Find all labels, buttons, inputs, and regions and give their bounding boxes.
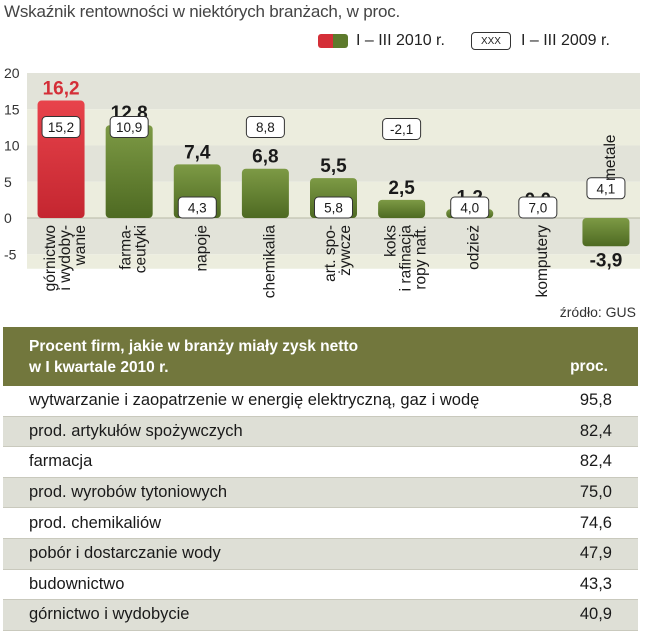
grid-band (27, 254, 640, 269)
value-label-2009: 10,9 (116, 120, 142, 135)
category-label: metale (602, 134, 619, 181)
bar-chart: -5 0 5 10 15 20 16,2 15,2 górnictwoi wydoby-wan… (4, 65, 640, 320)
source-label: źródło: GUS (560, 304, 636, 320)
row-label: budownictwo (29, 574, 125, 593)
row-value: 75,0 (579, 483, 612, 502)
category-label: koksi rafinacjaropy naft. (383, 225, 430, 292)
table-row: prod. chemikaliów 74,6 (3, 508, 638, 539)
svg-text:komputery: komputery (534, 225, 551, 298)
value-label-2009: 4,1 (597, 181, 616, 196)
value-label-2009: 4,0 (460, 201, 479, 216)
category-label: odzież (466, 225, 483, 270)
grid-band (27, 73, 640, 110)
table-row: prod. wyrobów tytoniowych 75,0 (3, 477, 638, 509)
value-label-2009: 4,3 (188, 201, 207, 216)
svg-text:koksi rafinacjaropy naft.: koksi rafinacjaropy naft. (383, 225, 430, 292)
row-value: 74,6 (579, 513, 612, 532)
category-label: farma-ceutyki (118, 225, 150, 273)
svg-text:chemikalia: chemikalia (261, 225, 278, 299)
svg-text:art. spo-żywcze: art. spo-żywcze (322, 225, 354, 282)
value-label-2009: -2,1 (390, 122, 413, 137)
svg-text:metale: metale (602, 134, 619, 181)
row-label: wytwarzanie i zaopatrzenie w energię ele… (29, 391, 480, 410)
value-label-2009: 5,8 (324, 201, 343, 216)
category-label: napoje (193, 225, 210, 272)
row-value: 43,3 (579, 574, 612, 593)
legend: I – III 2010 r. XXX I – III 2009 r. (318, 30, 610, 52)
y-tick-label: 5 (4, 174, 12, 190)
category-label: komputery (534, 225, 551, 298)
value-label-2010: 7,4 (184, 142, 211, 163)
svg-text:górnictwoi wydoby-wanie: górnictwoi wydoby-wanie (42, 225, 89, 291)
value-label-2010: 16,2 (43, 79, 80, 100)
row-value: 82,4 (579, 452, 612, 471)
value-label-2010: -3,9 (590, 250, 623, 271)
box-2009 (518, 196, 558, 219)
y-tick-label: -5 (4, 246, 17, 262)
category-label: chemikalia (261, 225, 278, 299)
table-header: Procent firm, jakie w branży miały zysk … (3, 327, 638, 386)
value-label-2009: 7,0 (528, 201, 547, 216)
svg-text:napoje: napoje (193, 225, 210, 272)
box-2009 (382, 118, 422, 140)
box-2009 (177, 196, 217, 219)
bar-2010 (241, 168, 289, 218)
value-label-2009: 8,8 (256, 120, 275, 135)
row-value: 95,8 (579, 391, 612, 410)
bar-2010 (105, 125, 153, 218)
table-header-line2: w I kwartale 2010 r. (29, 359, 169, 376)
row-value: 47,9 (579, 544, 612, 563)
y-tick-label: 15 (4, 101, 20, 117)
box-2009 (450, 196, 490, 219)
box-2009 (314, 196, 353, 219)
legend-2010-swatch (318, 34, 348, 48)
row-label: prod. wyrobów tytoniowych (29, 483, 228, 502)
legend-2010-label: I – III 2010 r. (356, 32, 445, 49)
y-tick-label: 0 (4, 210, 12, 226)
row-label: farmacja (29, 452, 93, 471)
row-value: 82,4 (579, 421, 612, 440)
bar-2010 (378, 199, 426, 218)
row-label: prod. artykułów spożywczych (29, 421, 243, 440)
row-label: pobór i dostarczanie wody (29, 544, 221, 563)
profit-table: Procent firm, jakie w branży miały zysk … (3, 327, 638, 631)
bar-2010 (582, 218, 630, 247)
value-label-2009: 15,2 (48, 120, 74, 135)
chart-title: Wskaźnik rentowności w niektórych branża… (4, 2, 401, 21)
legend-2009-label: I – III 2009 r. (520, 32, 610, 49)
y-tick-label: 20 (4, 65, 20, 81)
row-label: prod. chemikaliów (29, 513, 162, 532)
box-2009 (245, 116, 285, 138)
table-row: pobór i dostarczanie wody 47,9 (3, 538, 638, 570)
table-row: wytwarzanie i zaopatrzenie w energię ele… (3, 386, 638, 417)
legend-2009-box: XXX (470, 32, 511, 50)
table-row: farmacja 82,4 (3, 447, 638, 478)
row-value: 40,9 (579, 605, 612, 624)
value-label-2010: 2,5 (388, 178, 415, 199)
table-header-line1: Procent firm, jakie w branży miały zysk … (29, 338, 359, 355)
svg-text:odzież: odzież (466, 225, 483, 270)
value-label-2010: 5,5 (320, 156, 347, 177)
box-2009 (586, 177, 626, 200)
box-2009 (109, 116, 149, 138)
category-label: górnictwoi wydoby-wanie (42, 225, 89, 291)
svg-text:farma-ceutyki: farma-ceutyki (118, 225, 150, 273)
y-tick-label: 10 (4, 138, 20, 154)
category-label: art. spo-żywcze (322, 225, 354, 282)
grid-band (27, 218, 640, 255)
table-row: prod. artykułów spożywczych 82,4 (3, 416, 638, 448)
box-2009 (41, 116, 81, 138)
table-row: górnictwo i wydobycie 40,9 (3, 600, 638, 631)
table-row: budownictwo 43,3 (3, 570, 638, 601)
value-label-2010: 6,8 (252, 147, 278, 168)
row-label: górnictwo i wydobycie (29, 605, 190, 624)
table-header-unit: proc. (570, 358, 608, 375)
